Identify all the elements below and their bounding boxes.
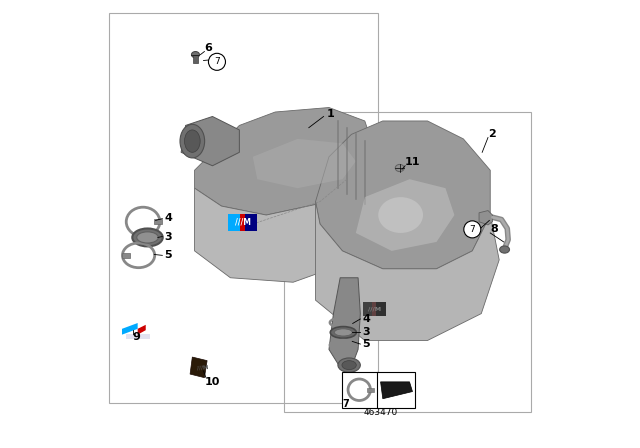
Ellipse shape: [338, 358, 360, 372]
Polygon shape: [479, 211, 493, 225]
Bar: [122, 253, 130, 258]
Text: ///M: ///M: [235, 218, 251, 227]
Text: 7: 7: [214, 57, 220, 66]
Bar: [154, 219, 163, 224]
Polygon shape: [138, 325, 146, 335]
Bar: [342, 372, 415, 408]
Bar: [372, 302, 376, 316]
Polygon shape: [253, 139, 356, 188]
Ellipse shape: [132, 228, 163, 246]
Text: 3: 3: [362, 327, 370, 336]
Ellipse shape: [342, 361, 356, 370]
Text: 1: 1: [327, 109, 335, 119]
Polygon shape: [356, 179, 454, 251]
Bar: [376, 302, 386, 316]
Ellipse shape: [184, 130, 200, 152]
Polygon shape: [190, 357, 207, 378]
Ellipse shape: [396, 164, 404, 172]
Text: 2: 2: [488, 129, 496, 139]
Text: 6: 6: [204, 43, 212, 53]
Text: 10: 10: [204, 377, 220, 387]
Text: 7: 7: [470, 225, 475, 234]
Polygon shape: [195, 108, 374, 215]
Polygon shape: [316, 121, 490, 269]
Ellipse shape: [191, 52, 200, 58]
Polygon shape: [122, 323, 138, 335]
Ellipse shape: [330, 327, 356, 338]
Ellipse shape: [137, 232, 158, 243]
Circle shape: [464, 221, 481, 238]
Polygon shape: [316, 202, 499, 340]
Polygon shape: [329, 278, 360, 367]
Text: 9: 9: [132, 332, 141, 342]
Text: ///M: ///M: [197, 365, 209, 371]
Bar: [241, 214, 245, 231]
Bar: [362, 302, 372, 316]
Bar: [284, 112, 531, 412]
Polygon shape: [381, 382, 412, 399]
Bar: [367, 388, 374, 392]
Text: ///M: ///M: [367, 306, 381, 311]
Text: 11: 11: [405, 157, 420, 167]
Bar: [228, 214, 241, 231]
Text: 4: 4: [164, 213, 172, 223]
Circle shape: [209, 53, 225, 70]
Text: 463470: 463470: [364, 408, 397, 417]
Bar: [109, 13, 378, 403]
Text: 5: 5: [164, 250, 172, 260]
Bar: [193, 55, 198, 63]
Bar: [245, 214, 257, 231]
Ellipse shape: [500, 246, 509, 253]
Text: 7: 7: [342, 399, 349, 409]
Text: 3: 3: [164, 232, 172, 241]
Polygon shape: [195, 179, 374, 282]
Polygon shape: [181, 116, 239, 166]
Text: 8: 8: [490, 224, 498, 234]
Bar: [125, 334, 150, 339]
Text: 4: 4: [362, 314, 370, 324]
Ellipse shape: [180, 125, 205, 158]
Text: 5: 5: [362, 339, 370, 349]
Ellipse shape: [334, 329, 352, 336]
Ellipse shape: [378, 197, 423, 233]
